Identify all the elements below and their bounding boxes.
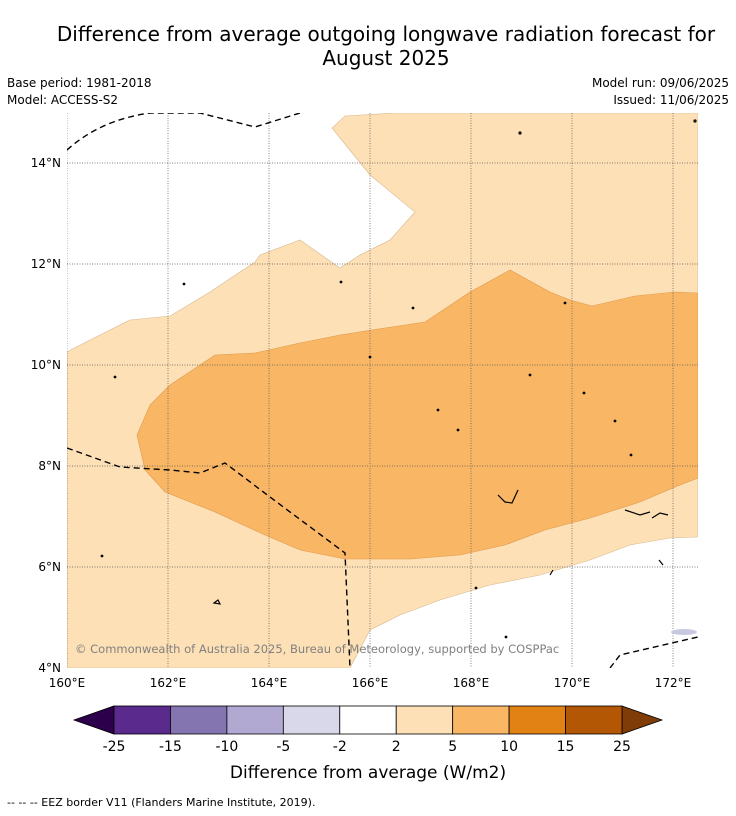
title-line-1: Difference from average outgoing longwav…	[56, 22, 716, 46]
colorbar-tick-label: -5	[276, 739, 290, 755]
colorbar-tick-label: -15	[159, 739, 182, 755]
colorbar-ticks: -25 -15 -10 -5 -2 2 5 10 15 25	[103, 739, 631, 755]
colorbar-extend-low	[72, 705, 115, 735]
colorbar-segments	[113, 705, 623, 735]
negative-anomaly-patch	[671, 629, 697, 635]
colorbar-tick-label: 15	[557, 739, 575, 755]
colorbar-tick-label: 10	[500, 739, 518, 755]
map-title: Difference from average outgoing longwav…	[0, 22, 736, 70]
eez-borders	[67, 113, 698, 668]
eez-footnote: -- -- -- EEZ border V11 (Flanders Marine…	[7, 796, 316, 809]
lon-tick-160: 160°E	[49, 676, 86, 690]
colorbar-segment	[113, 705, 171, 735]
lon-tick-166: 166°E	[352, 676, 389, 690]
model-name: Model: ACCESS-S2	[7, 93, 119, 107]
colorbar-segment	[565, 705, 623, 735]
lat-tick-14: 14°N	[31, 156, 61, 170]
issued-date: Issued: 11/06/2025	[613, 93, 729, 107]
lat-tick-4: 4°N	[38, 661, 61, 675]
colorbar: -25 -15 -10 -5 -2 2 5 10 15 25 Difference from av…	[72, 705, 664, 783]
colorbar-segment	[170, 705, 228, 735]
lon-tick-170: 170°E	[554, 676, 591, 690]
lat-axis: 14°N 12°N 10°N 8°N 6°N 4°N	[31, 156, 61, 675]
colorbar-segment	[282, 705, 341, 735]
colorbar-tick-label: -2	[333, 739, 347, 755]
lon-axis: 160°E 162°E 164°E 166°E 168°E 170°E 172°…	[49, 676, 692, 690]
colorbar-segment	[339, 705, 397, 735]
colorbar-label: Difference from average (W/m2)	[230, 763, 506, 783]
colorbar-tick-label: -25	[103, 739, 126, 755]
colorbar-extend-high	[621, 705, 664, 735]
lat-tick-6: 6°N	[38, 560, 61, 574]
meta-left: Base period: 1981-2018 Model: ACCESS-S2	[7, 75, 152, 109]
colorbar-tick-label: 25	[613, 739, 631, 755]
base-period: Base period: 1981-2018	[7, 76, 152, 90]
colorbar-segment	[508, 705, 566, 735]
lon-tick-172: 172°E	[655, 676, 692, 690]
colorbar-segment	[395, 705, 454, 735]
islands	[100, 119, 697, 639]
copyright-text: © Commonwealth of Australia 2025, Bureau…	[75, 642, 559, 656]
meta-right: Model run: 09/06/2025 Issued: 11/06/2025	[592, 75, 729, 109]
colorbar-segment	[452, 705, 510, 735]
lat-tick-10: 10°N	[31, 358, 61, 372]
lon-tick-164: 164°E	[251, 676, 288, 690]
lat-tick-12: 12°N	[31, 257, 61, 271]
colorbar-tick-label: 5	[448, 739, 457, 755]
lat-tick-8: 8°N	[38, 459, 61, 473]
colorbar-tick-label: 2	[392, 739, 401, 755]
map-area: © Commonwealth of Australia 2025, Bureau…	[67, 113, 698, 668]
anomaly-region-5-10	[136, 269, 698, 560]
colorbar-segment	[226, 705, 284, 735]
graticule	[67, 113, 698, 668]
title-line-2: August 2025	[322, 46, 450, 70]
model-run: Model run: 09/06/2025	[591, 76, 729, 90]
colorbar-tick-label: -10	[215, 739, 238, 755]
lon-tick-162: 162°E	[150, 676, 187, 690]
lon-tick-168: 168°E	[453, 676, 490, 690]
